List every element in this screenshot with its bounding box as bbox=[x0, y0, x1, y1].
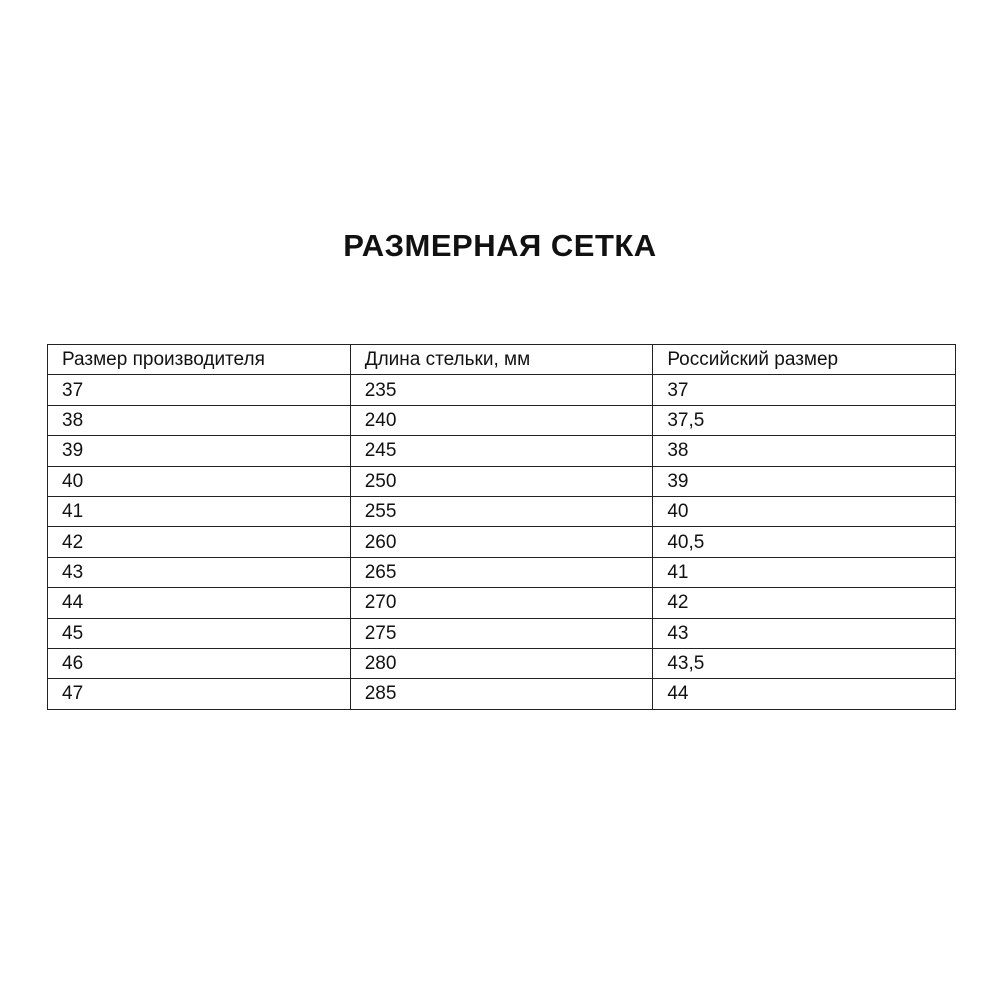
header-cell: Российский размер bbox=[652, 343, 956, 376]
table-row: 40 250 39 bbox=[47, 465, 956, 497]
table-row: 45 275 43 bbox=[47, 617, 956, 649]
page-title: РАЗМЕРНАЯ СЕТКА bbox=[343, 228, 657, 263]
table-cell: 235 bbox=[349, 374, 654, 406]
table-cell: 44 bbox=[47, 587, 351, 619]
table-cell: 37 bbox=[47, 374, 351, 406]
table-cell: 41 bbox=[652, 556, 956, 589]
table-row: 46 280 43,5 bbox=[47, 647, 956, 680]
table-cell: 37 bbox=[652, 374, 956, 406]
table-cell: 39 bbox=[652, 465, 956, 497]
table-row: 43 265 41 bbox=[47, 556, 956, 589]
table-cell: 245 bbox=[349, 435, 654, 467]
table-cell: 43 bbox=[47, 556, 351, 589]
table-cell: 275 bbox=[349, 617, 654, 649]
table-row: 47 285 44 bbox=[47, 678, 956, 710]
table-cell: 280 bbox=[349, 647, 654, 680]
table-cell: 265 bbox=[349, 556, 654, 589]
table-cell: 46 bbox=[47, 647, 351, 680]
table-row: 42 260 40,5 bbox=[47, 526, 956, 558]
table-cell: 44 bbox=[652, 678, 956, 710]
table-cell: 38 bbox=[47, 404, 351, 437]
header-cell: Длина стельки, мм bbox=[349, 343, 654, 376]
table-cell: 250 bbox=[349, 465, 654, 497]
table-cell: 43 bbox=[652, 617, 956, 649]
table-row: 41 255 40 bbox=[47, 495, 956, 528]
table-header-row: Размер производителя Длина стельки, мм Р… bbox=[47, 343, 956, 376]
table-cell: 45 bbox=[47, 617, 351, 649]
table-cell: 40 bbox=[47, 465, 351, 497]
header-cell: Размер производителя bbox=[47, 343, 351, 376]
table-cell: 40 bbox=[652, 495, 956, 528]
table-row: 39 245 38 bbox=[47, 435, 956, 467]
table-cell: 260 bbox=[349, 526, 654, 558]
table-row: 38 240 37,5 bbox=[47, 404, 956, 437]
table-cell: 39 bbox=[47, 435, 351, 467]
table-cell: 255 bbox=[349, 495, 654, 528]
table-cell: 270 bbox=[349, 587, 654, 619]
table-cell: 42 bbox=[47, 526, 351, 558]
table-cell: 43,5 bbox=[652, 647, 956, 680]
table-cell: 42 bbox=[652, 587, 956, 619]
table-cell: 47 bbox=[47, 678, 351, 710]
table-row: 37 235 37 bbox=[47, 374, 956, 406]
table-cell: 240 bbox=[349, 404, 654, 437]
table-cell: 41 bbox=[47, 495, 351, 528]
table-cell: 38 bbox=[652, 435, 956, 467]
table-row: 44 270 42 bbox=[47, 587, 956, 619]
table-cell: 285 bbox=[349, 678, 654, 710]
table-cell: 37,5 bbox=[652, 404, 956, 437]
size-table: Размер производителя Длина стельки, мм Р… bbox=[47, 343, 956, 710]
table-cell: 40,5 bbox=[652, 526, 956, 558]
